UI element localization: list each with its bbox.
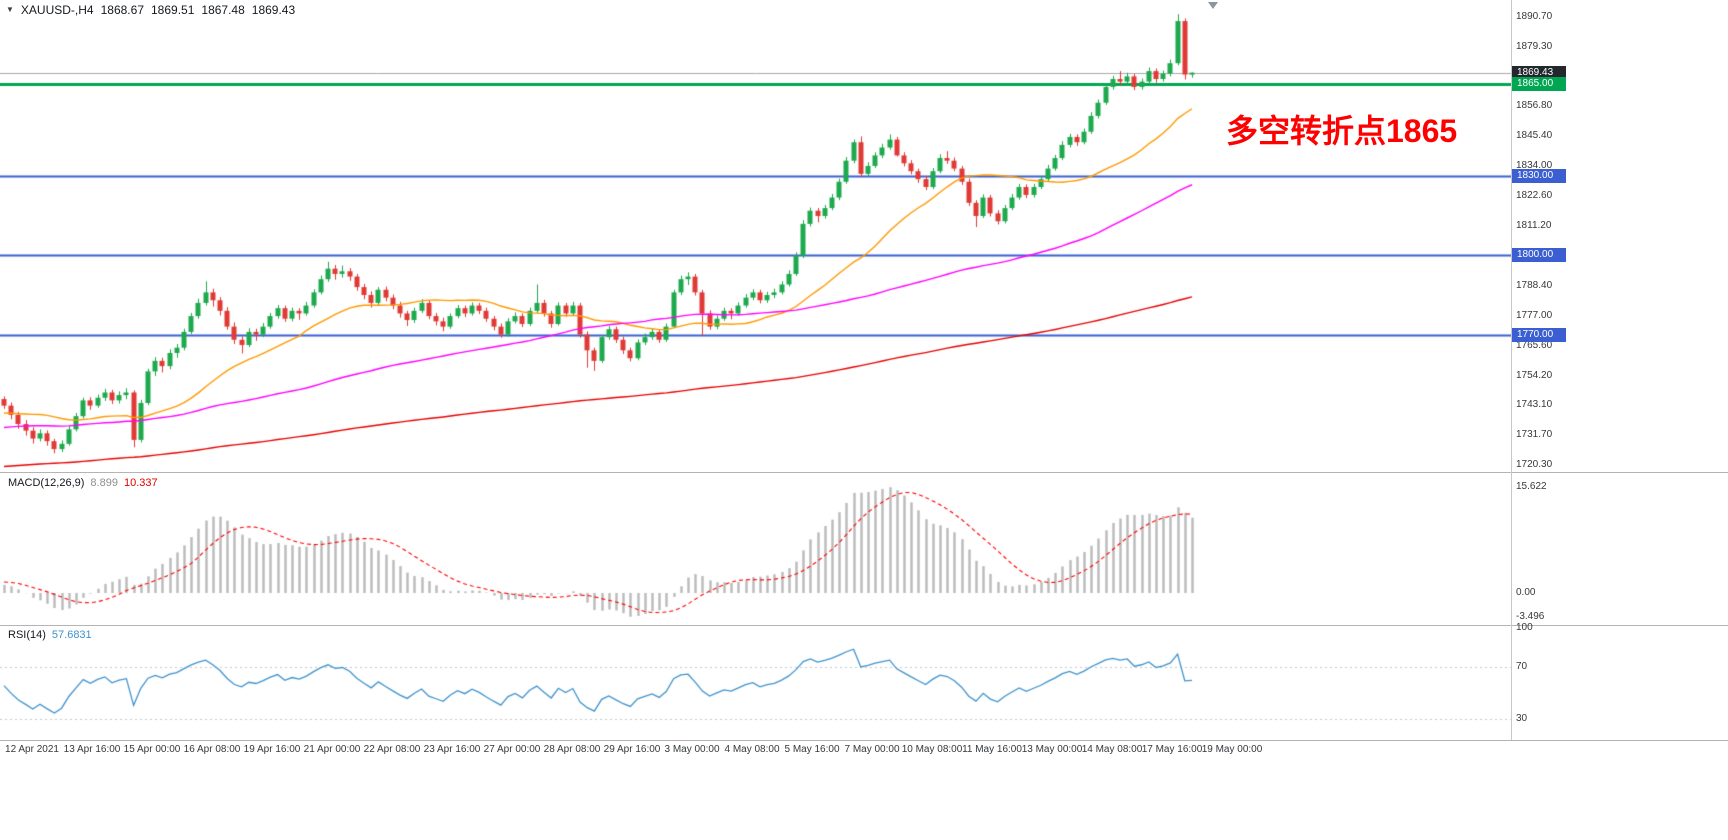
price-tick-label: 1822.60: [1516, 189, 1553, 201]
macd-pane-canvas[interactable]: [0, 473, 1511, 625]
price-tick-label: 1845.40: [1516, 129, 1553, 141]
price-tick-label: 1731.70: [1516, 429, 1553, 441]
main-chart-canvas[interactable]: [0, 0, 1511, 472]
ohlc-low: 1867.48: [201, 3, 245, 17]
price-tick-label: 1834.00: [1516, 159, 1553, 171]
rsi-tick-label: 70: [1516, 661, 1528, 672]
price-axis-separator: [1511, 0, 1512, 740]
macd-indicator-label: MACD(12,26,9) 8.899 10.337: [8, 477, 158, 489]
chart-shift-icon: [1208, 2, 1218, 9]
level-price-box: 1865.00: [1512, 77, 1566, 92]
macd-name: MACD(12,26,9): [8, 477, 85, 489]
rsi-pane-canvas[interactable]: [0, 626, 1511, 740]
time-tick-label: 22 Apr 08:00: [363, 744, 421, 755]
rsi-indicator-label: RSI(14) 57.6831: [8, 629, 92, 641]
time-tick-label: 13 Apr 16:00: [63, 744, 121, 755]
time-tick-label: 27 Apr 00:00: [483, 744, 541, 755]
rsi-timeaxis-separator: [0, 740, 1728, 741]
time-tick-label: 13 May 00:00: [1021, 744, 1083, 755]
rsi-tick-label: 30: [1516, 713, 1528, 724]
annotation-note[interactable]: 多空转折点1865: [1226, 113, 1458, 149]
time-tick-label: 3 May 00:00: [664, 744, 720, 755]
level-price-box: 1830.00: [1512, 169, 1566, 184]
price-tick-label: 1765.60: [1516, 340, 1553, 352]
price-tick-label: 1811.20: [1516, 219, 1552, 231]
macd-rsi-separator: [0, 625, 1728, 626]
price-tick-label: 1777.00: [1516, 310, 1553, 322]
symbol-period-label: XAUUSD-,H4: [20, 3, 94, 17]
current-price-box: 1869.43: [1512, 65, 1566, 80]
rsi-name: RSI(14): [8, 629, 46, 641]
time-tick-label: 7 May 00:00: [844, 744, 900, 755]
price-tick-label: 1890.70: [1516, 10, 1553, 22]
time-tick-label: 11 May 16:00: [962, 744, 1022, 755]
main-macd-separator: [0, 472, 1728, 473]
chart-header: ▼ XAUUSD-,H4 1868.67 1869.51 1867.48 186…: [6, 3, 295, 17]
level-price-box: 1770.00: [1512, 327, 1566, 342]
macd-signal-value: 10.337: [123, 477, 158, 489]
level-price-box: 1800.00: [1512, 248, 1566, 263]
rsi-value: 57.6831: [51, 629, 92, 641]
price-tick-label: 1879.30: [1516, 40, 1553, 52]
time-tick-label: 12 Apr 2021: [5, 744, 59, 755]
time-tick-label: 28 Apr 08:00: [543, 744, 601, 755]
time-tick-label: 21 Apr 00:00: [303, 744, 361, 755]
ohlc-high: 1869.51: [151, 3, 195, 17]
price-tick-label: 1856.80: [1516, 99, 1553, 111]
price-tick-label: 1788.40: [1516, 280, 1553, 292]
ohlc-open: 1868.67: [100, 3, 144, 17]
time-tick-label: 19 May 00:00: [1201, 744, 1263, 755]
ohlc-close: 1869.43: [251, 3, 296, 17]
time-tick-label: 19 Apr 16:00: [243, 744, 301, 755]
time-tick-label: 15 Apr 00:00: [123, 744, 181, 755]
price-tick-label: 1754.20: [1516, 370, 1553, 382]
time-tick-label: 29 Apr 16:00: [603, 744, 661, 755]
macd-tick-label: 0.00: [1516, 587, 1536, 598]
macd-main-value: 8.899: [90, 477, 118, 489]
time-tick-label: 4 May 08:00: [724, 744, 780, 755]
time-tick-label: 16 Apr 08:00: [183, 744, 241, 755]
time-tick-label: 10 May 08:00: [901, 744, 963, 755]
rsi-tick-label: 100: [1516, 622, 1533, 633]
time-tick-label: 23 Apr 16:00: [423, 744, 481, 755]
time-tick-label: 5 May 16:00: [784, 744, 840, 755]
symbol-dropdown-icon[interactable]: ▼: [6, 5, 14, 14]
price-tick-label: 1743.10: [1516, 399, 1553, 411]
time-tick-label: 14 May 08:00: [1081, 744, 1143, 755]
macd-tick-label: -3.496: [1516, 610, 1545, 622]
macd-tick-label: 15.622: [1516, 480, 1547, 492]
price-tick-label: 1720.30: [1516, 459, 1553, 471]
time-tick-label: 17 May 16:00: [1141, 744, 1203, 755]
